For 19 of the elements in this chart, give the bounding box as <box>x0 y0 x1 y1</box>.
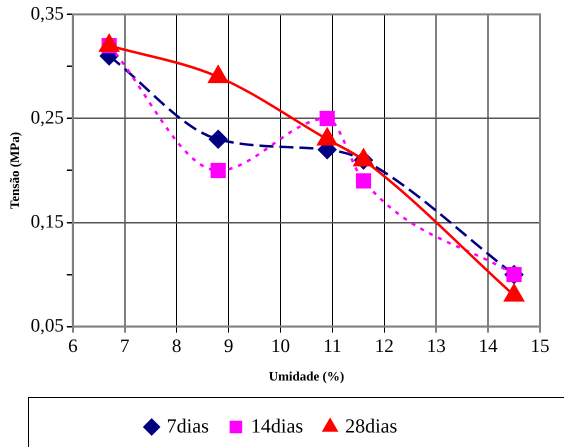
x-tick-label: 10 <box>270 336 290 357</box>
legend-label: 14dias <box>250 415 304 438</box>
y-axis-title: Tensão (MPa) <box>7 132 22 210</box>
x-tick-label: 14 <box>478 336 498 357</box>
y-tick-label: 0,25 <box>30 107 64 128</box>
x-tick-label: 15 <box>530 336 550 357</box>
x-tick-label: 6 <box>68 336 78 357</box>
x-axis-title: Umidade (%) <box>268 368 344 384</box>
legend-label: 7dias <box>166 415 210 438</box>
y-tick-label: 0,15 <box>30 212 64 233</box>
x-tick-label: 11 <box>323 336 342 357</box>
legend-label: 28dias <box>345 415 398 438</box>
y-tick-label: 0,35 <box>30 3 64 24</box>
x-tick-label: 8 <box>172 336 182 357</box>
x-tick-label: 7 <box>120 336 130 357</box>
y-tick-label: 0,05 <box>30 316 64 337</box>
x-tick-label: 12 <box>374 336 394 357</box>
x-tick-label: 9 <box>224 336 234 357</box>
x-tick-label: 13 <box>426 336 446 357</box>
